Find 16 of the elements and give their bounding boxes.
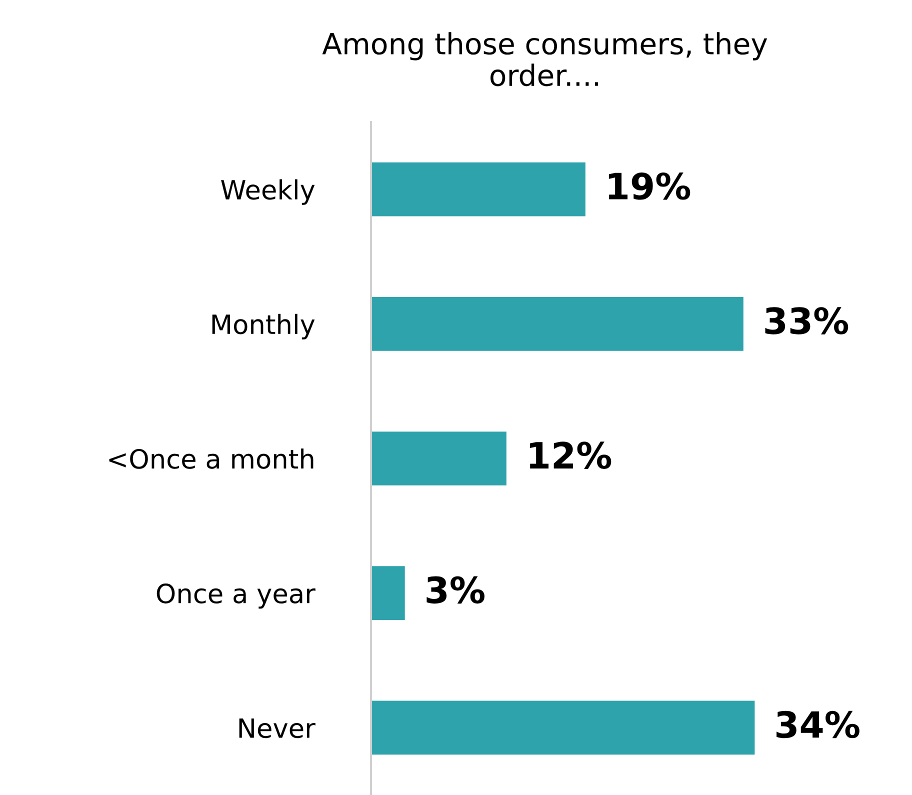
bar [371,296,744,351]
y-tick-label: <Once a month [109,448,314,469]
bar [371,700,755,755]
y-tick-label: Monthly [212,314,315,340]
data-label: 19% [608,172,690,200]
chart-title: Among those consumers, they order.... [322,32,768,86]
data-label: 33% [765,307,848,334]
bar [371,432,506,486]
data-label: 12% [530,442,612,469]
data-label: 34% [776,710,860,738]
bar [371,566,405,620]
y-tick-label: Weekly [221,179,315,205]
y-tick-label: Never [239,718,316,738]
data-label: 3% [426,576,484,604]
y-tick-label: Once a year [156,584,316,609]
bar [371,162,586,216]
